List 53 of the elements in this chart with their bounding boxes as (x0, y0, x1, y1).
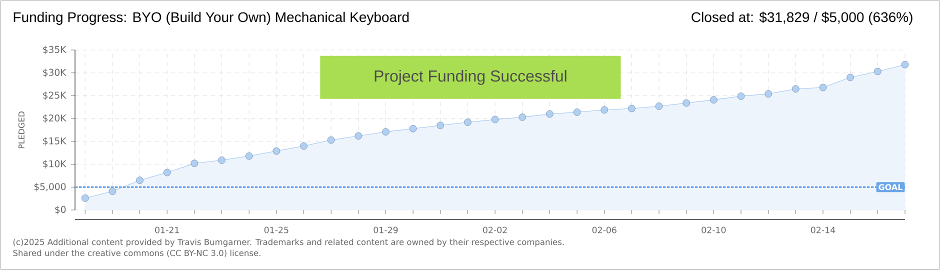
point (382, 128, 390, 136)
y-tick-label: $20K (43, 114, 66, 123)
y-tick-label: $35K (43, 46, 66, 54)
x-tick-label: 02-02 (483, 226, 507, 234)
point (136, 176, 144, 184)
point (354, 132, 362, 140)
ref-line-label: GOAL (878, 184, 903, 190)
point (819, 84, 827, 92)
point (628, 104, 636, 112)
point (682, 99, 690, 107)
point (81, 194, 89, 202)
point (600, 106, 608, 114)
point (874, 68, 882, 76)
point (409, 124, 417, 132)
y-tick-label: $25K (43, 91, 66, 100)
annotation: Project Funding Successful (374, 70, 566, 85)
point (573, 108, 581, 116)
y-tick-label: $5,000 (34, 182, 66, 192)
x-tick-label: 01-29 (374, 226, 398, 234)
point (245, 152, 253, 160)
point (327, 136, 335, 144)
x-tick-label: 01-21 (155, 226, 179, 234)
point (464, 118, 472, 126)
text: Shared under the creative commons (CC BY-NC 3.0) license. (13, 250, 260, 258)
point (218, 156, 226, 164)
y-axis-title: PLEDGED (18, 112, 24, 148)
point (272, 147, 280, 155)
y-tick-label: $30K (43, 68, 66, 78)
point (518, 114, 526, 121)
x-tick-label: 02-10 (702, 226, 726, 234)
point (108, 188, 116, 195)
x-tick-label: 02-14 (810, 226, 836, 234)
point (901, 60, 909, 68)
y-tick-label: $10K (43, 160, 66, 169)
y-tick-label: $15K (43, 137, 66, 146)
chart-subtitle: Closed at: $31,829 / $5,000 (636%) (692, 12, 912, 25)
y-tick-label: $0 (55, 206, 66, 214)
point (792, 85, 800, 93)
text: (c)2025 Additional content provided by Travis Bumgarner. Trademarks and related content are owned by their respective companies. (13, 238, 564, 247)
point (300, 142, 308, 150)
x-tick-label: 02-06 (592, 226, 616, 234)
point (190, 160, 198, 168)
point (737, 92, 745, 100)
point (846, 74, 854, 82)
chart-title: Funding Progress: BYO (Build Your Own) Mechanical Keyboard (14, 12, 409, 25)
point (163, 168, 171, 176)
point (436, 122, 444, 130)
point (655, 102, 663, 110)
point (764, 90, 772, 98)
point (491, 116, 499, 124)
x-tick-label: 01-25 (264, 226, 288, 234)
point (710, 96, 718, 104)
point (546, 110, 554, 118)
